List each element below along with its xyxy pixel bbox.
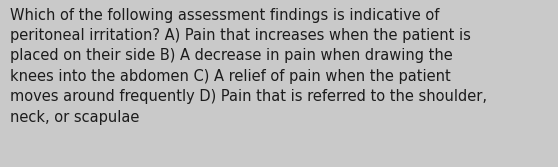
Text: Which of the following assessment findings is indicative of
peritoneal irritatio: Which of the following assessment findin…	[10, 8, 487, 125]
